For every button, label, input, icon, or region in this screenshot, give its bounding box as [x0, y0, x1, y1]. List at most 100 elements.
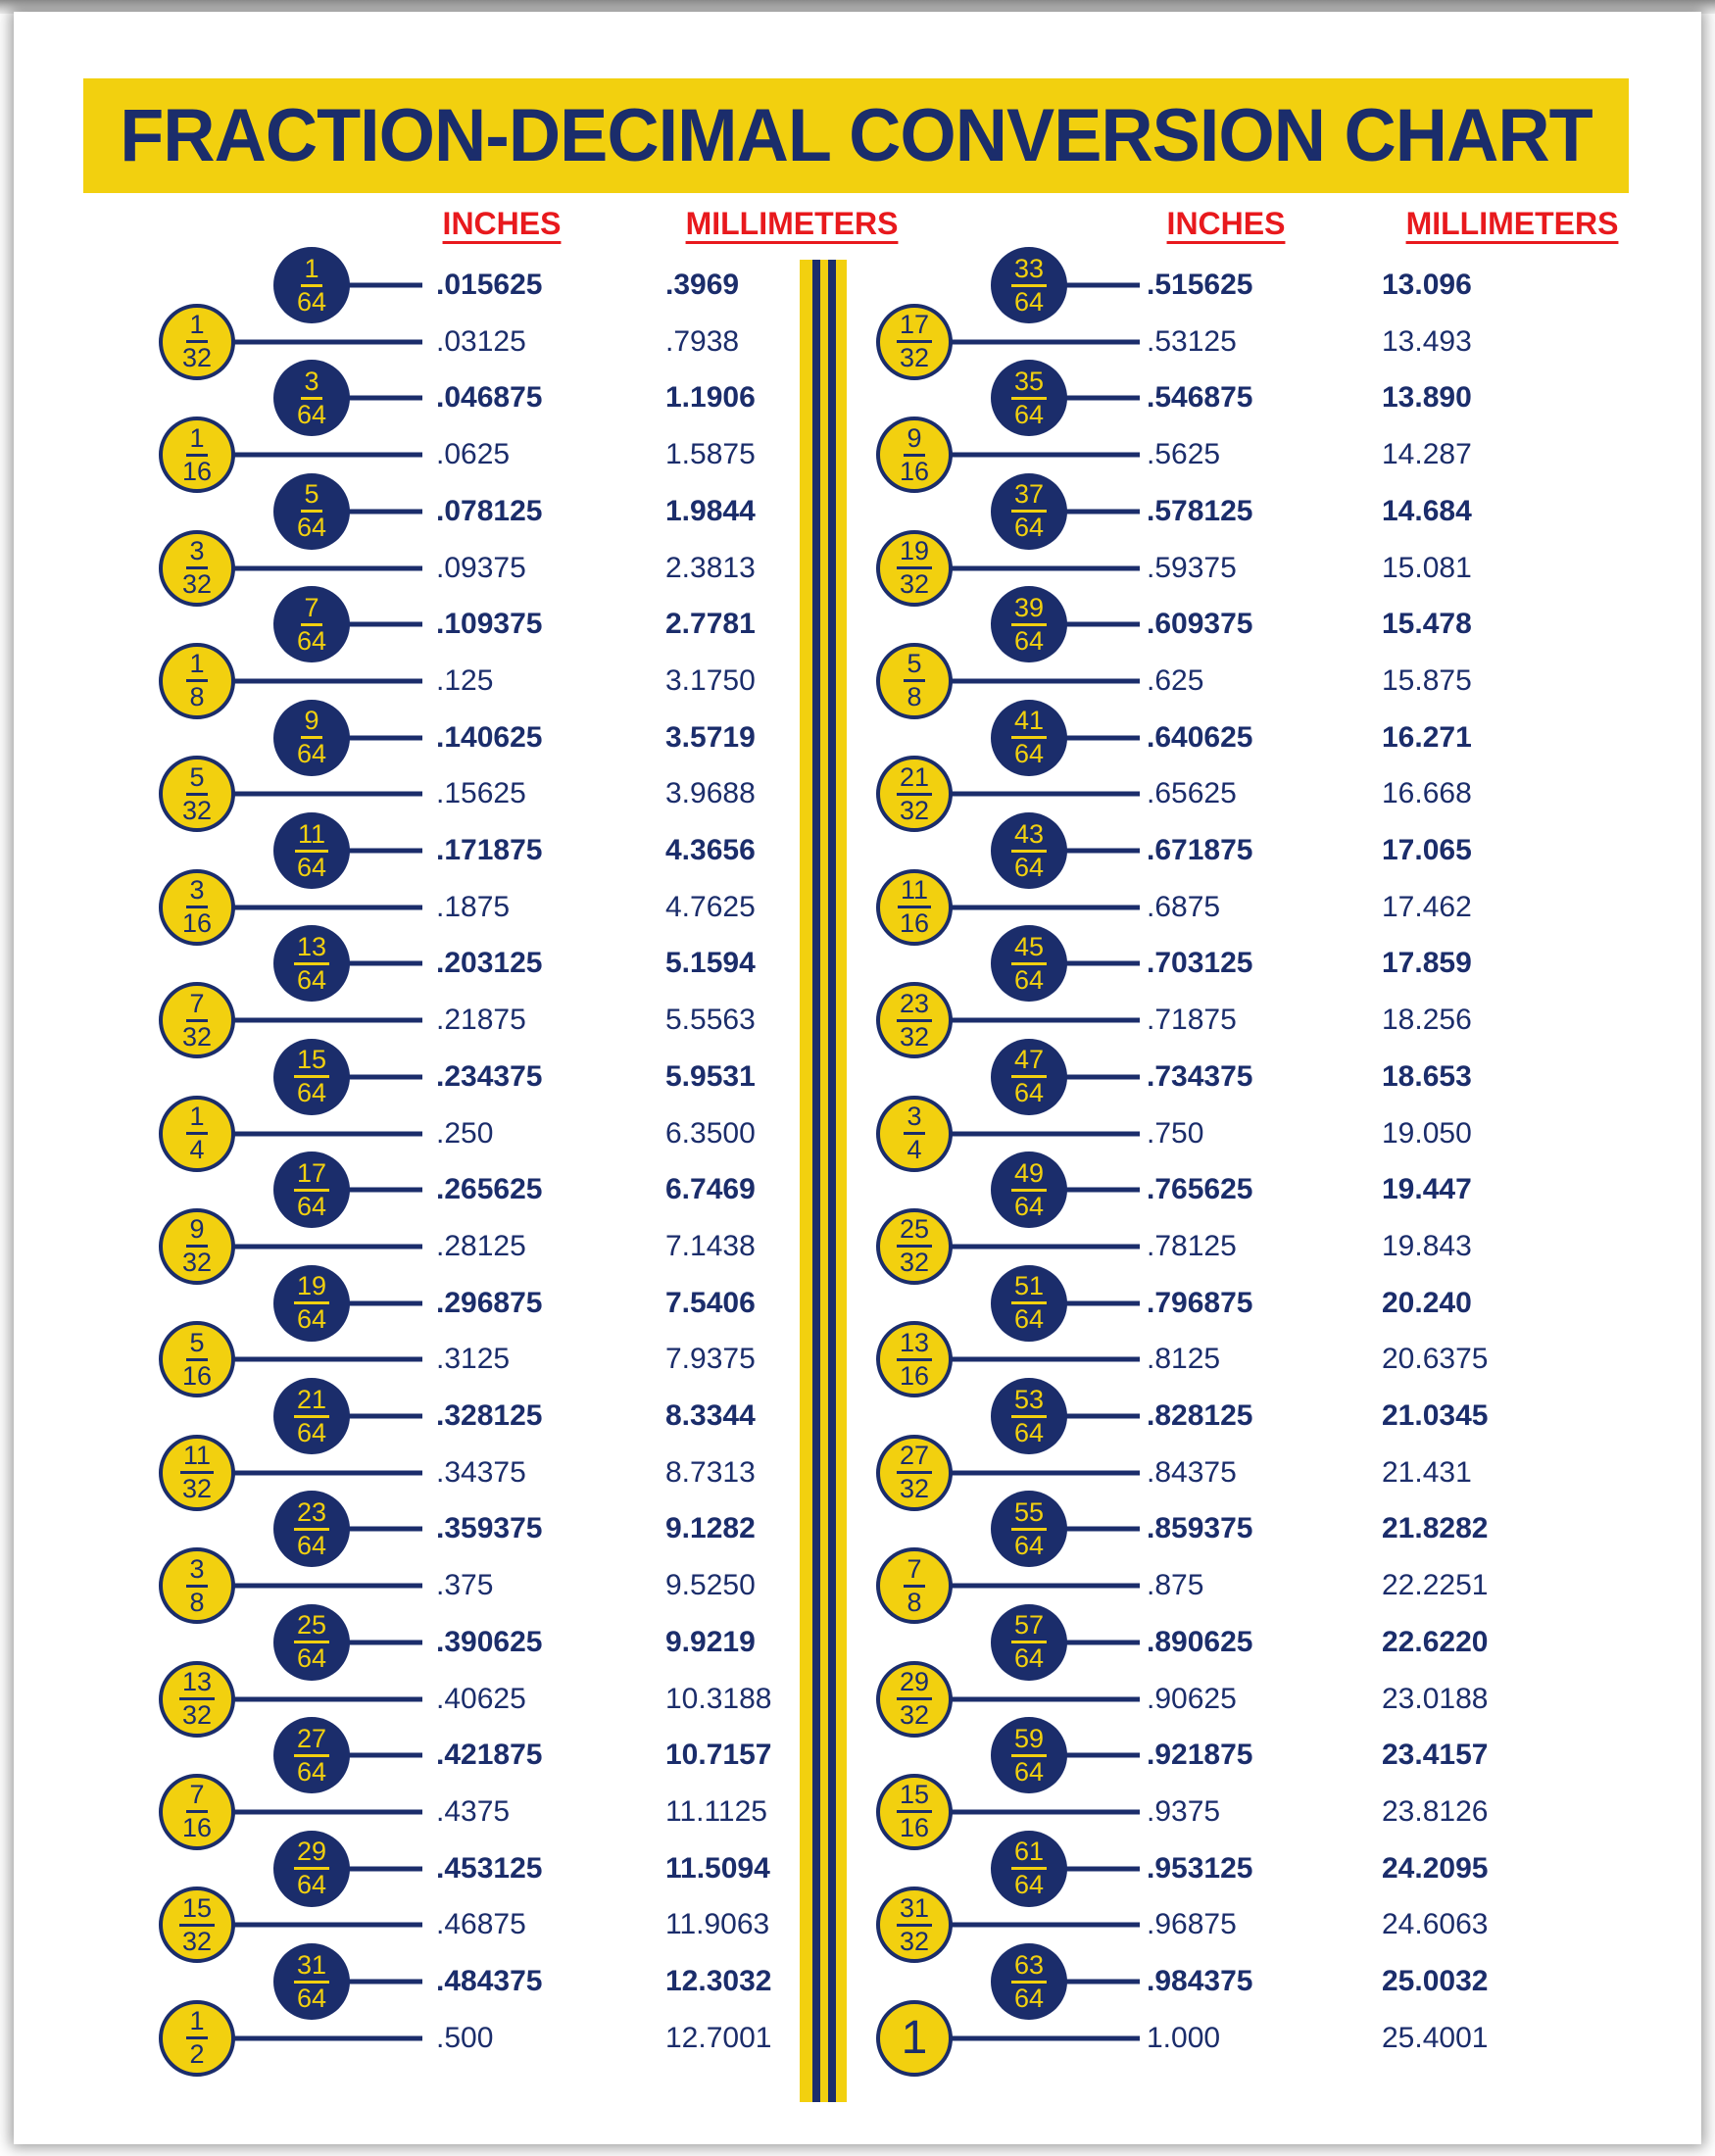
inches-value: .984375 [1147, 1965, 1253, 1997]
fraction-numerator: 23 [293, 1498, 330, 1531]
connector-line [312, 1413, 422, 1419]
fraction-badge: 33 64 [991, 247, 1067, 323]
inches-value: .375 [436, 1569, 494, 1602]
inches-header-left: INCHES [442, 206, 562, 241]
fraction-numerator: 23 [896, 990, 933, 1022]
connector-line [1029, 1979, 1140, 1984]
fraction-denominator: 32 [899, 1474, 930, 1504]
connector-line [914, 1356, 1140, 1362]
fraction-numerator: 29 [896, 1669, 933, 1700]
inches-value: .125 [436, 663, 494, 697]
fraction-badge: 13 32 [159, 1660, 235, 1738]
fraction-numerator: 1 [186, 651, 208, 683]
conversion-row: 39 64.609375 15.478 [14, 586, 1701, 663]
connector-line [312, 282, 422, 288]
conversion-row: 15 16.9375 23.8126 [14, 1773, 1701, 1850]
fraction-numerator: 39 [1010, 594, 1048, 626]
inches-value: .359375 [436, 1512, 543, 1545]
fraction-numerator: 13 [896, 1329, 933, 1361]
fraction-denominator: 64 [296, 1304, 327, 1335]
inches-header-right: INCHES [1166, 206, 1286, 241]
millimeters-value: 9.1282 [665, 1512, 756, 1545]
conversion-row: 43 64.671875 17.065 [14, 812, 1701, 889]
fraction-badge: 47 64 [991, 1038, 1067, 1115]
inches-value: .84375 [1147, 1455, 1237, 1489]
inches-value: .640625 [1147, 720, 1253, 754]
connector-line [312, 735, 422, 741]
fraction-numerator: 1 [186, 1103, 208, 1135]
connector-line [197, 1922, 422, 1928]
millimeters-value: 17.462 [1382, 890, 1472, 923]
fraction-denominator: 32 [899, 1700, 930, 1730]
connector-line [914, 1809, 1140, 1815]
fraction-numerator: 5 [904, 651, 925, 683]
fraction-numerator: 17 [896, 312, 933, 344]
fraction-numerator: 31 [293, 1951, 330, 1984]
fraction-numerator: 25 [293, 1612, 330, 1644]
fraction-badge: 31 64 [273, 1943, 350, 2020]
inches-value: .546875 [1147, 381, 1253, 415]
conversion-row: 11 16.6875 17.462 [14, 868, 1701, 946]
fraction-badge: 29 32 [876, 1660, 953, 1738]
conversion-row: 53 64.828125 21.0345 [14, 1378, 1701, 1454]
fraction-denominator: 64 [296, 1417, 327, 1447]
fraction-badge: 13 16 [876, 1321, 953, 1398]
millimeters-value: 23.0188 [1382, 1682, 1489, 1715]
fraction-badge: 41 64 [991, 699, 1067, 776]
millimeters-value: 4.7625 [665, 890, 756, 923]
conversion-row: 25 32.78125 19.843 [14, 1207, 1701, 1285]
inches-value: .609375 [1147, 608, 1253, 641]
connector-line [312, 1074, 422, 1080]
millimeters-value: 1.9844 [665, 494, 756, 527]
connector-line [914, 2035, 1140, 2041]
inches-value: .015625 [436, 269, 543, 301]
millimeters-value: 7.9375 [665, 1343, 756, 1376]
fraction-numerator: 19 [896, 538, 933, 569]
fraction-denominator: 2 [189, 2039, 205, 2070]
fraction-badge: 63 64 [991, 1943, 1067, 2020]
millimeters-value: 11.9063 [665, 1908, 770, 1941]
millimeters-value: 18.653 [1382, 1059, 1472, 1093]
inches-value: .796875 [1147, 1286, 1253, 1319]
inches-value: .59375 [1147, 551, 1237, 584]
fraction-denominator: 64 [1013, 1078, 1045, 1108]
fraction-denominator: 64 [296, 1530, 327, 1560]
fraction-numerator: 11 [294, 820, 329, 853]
millimeters-value: 10.7157 [665, 1739, 772, 1772]
connector-line [197, 1696, 422, 1701]
inches-value: .750 [1147, 1116, 1204, 1150]
inches-value: .03125 [436, 324, 526, 358]
connector-line [197, 339, 422, 345]
inches-value: .890625 [1147, 1625, 1253, 1658]
fraction-badge: 21 64 [273, 1378, 350, 1454]
connector-line [197, 452, 422, 458]
fraction-badge: 17 32 [876, 303, 953, 380]
fraction-badge: 35 64 [991, 360, 1067, 437]
fraction-denominator: 64 [1013, 399, 1045, 429]
inches-value: .828125 [1147, 1399, 1253, 1432]
fraction-badge: 55 64 [991, 1491, 1067, 1568]
connector-line [914, 791, 1140, 797]
inches-value: .859375 [1147, 1512, 1253, 1545]
conversion-row: 15 64.234375 5.9531 [14, 1038, 1701, 1115]
fraction-numerator: 7 [186, 990, 208, 1022]
millimeters-value: 21.0345 [1382, 1399, 1489, 1432]
fraction-numerator: 21 [293, 1386, 330, 1418]
inches-value: .109375 [436, 608, 543, 641]
conversion-row: 61 64.953125 24.2095 [14, 1830, 1701, 1907]
conversion-row: 3 32.09375 2.3813 [14, 529, 1701, 607]
fraction-denominator: 16 [899, 1813, 930, 1843]
fraction-badge: 15 64 [273, 1038, 350, 1115]
inches-value: .15625 [436, 777, 526, 810]
connector-line [1029, 1640, 1140, 1645]
fraction-numerator: 7 [301, 594, 322, 626]
conversion-row: 11 32.34375 8.7313 [14, 1434, 1701, 1511]
connector-line [197, 905, 422, 910]
conversion-row: 19 32.59375 15.081 [14, 529, 1701, 607]
fraction-numerator: 35 [1010, 368, 1048, 400]
connector-line [312, 1640, 422, 1645]
fraction-numerator: 11 [179, 1443, 215, 1475]
